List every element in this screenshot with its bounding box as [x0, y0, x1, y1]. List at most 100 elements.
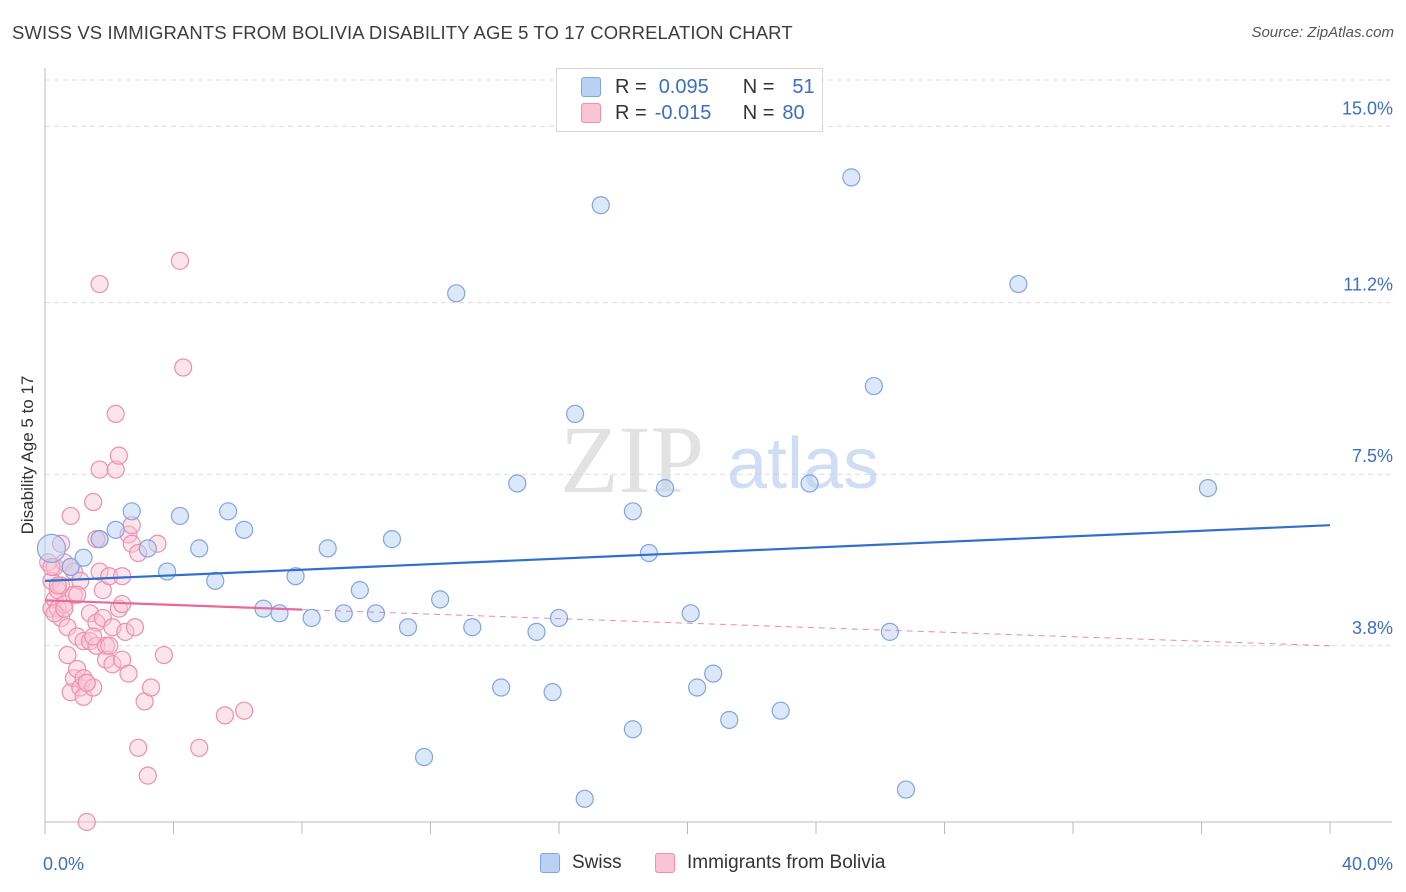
bolivia-point — [215, 706, 234, 725]
y-axis-label: Disability Age 5 to 17 — [18, 375, 37, 535]
axes — [44, 68, 1392, 834]
bolivia-point — [90, 562, 109, 581]
tick-labels: 3.8% 7.5% 11.2% 15.0% 0.0% 40.0% — [43, 98, 1393, 874]
swiss-point — [157, 562, 177, 581]
y-tick-label: 15.0% — [1342, 98, 1393, 118]
bolivia-point — [103, 655, 122, 674]
swiss-r-value: 0.095 — [658, 75, 709, 98]
bolivia-n-label: N = — [742, 101, 775, 124]
swiss-point — [382, 530, 402, 549]
swiss-point — [896, 780, 916, 799]
bolivia-swatch — [581, 103, 601, 123]
swiss-point — [90, 530, 109, 549]
swiss-point — [206, 571, 225, 590]
swiss-point — [447, 284, 466, 303]
swiss-point — [235, 520, 254, 539]
swiss-point — [864, 376, 883, 396]
swiss-point — [190, 539, 209, 558]
gridlines — [45, 79, 1392, 647]
bolivia-point — [58, 618, 77, 637]
bolivia-point — [90, 460, 109, 479]
bolivia-point — [170, 251, 190, 270]
swiss-n-value: 51 — [792, 75, 815, 98]
swiss-point — [704, 664, 723, 683]
bolivia-point — [116, 622, 135, 641]
swiss-point — [800, 474, 819, 493]
bolivia-point — [84, 492, 103, 512]
bolivia-n-value: 80 — [782, 101, 805, 124]
swiss-point — [1009, 274, 1028, 294]
swiss-point — [398, 618, 418, 637]
bolivia-point — [119, 664, 138, 683]
swiss-point — [334, 604, 353, 623]
swiss-point — [61, 557, 80, 577]
bolivia-point — [106, 460, 125, 479]
bolivia-point — [109, 446, 128, 465]
y-tick-label: 7.5% — [1352, 446, 1393, 466]
bolivia-point — [125, 618, 145, 637]
bolivia-point — [129, 738, 148, 757]
swiss-point — [623, 720, 642, 739]
legend-item-bolivia[interactable]: Immigrants from Bolivia — [655, 852, 886, 874]
bolivia-legend-label: Immigrants from Bolivia — [687, 852, 886, 873]
swiss-legend-label: Swiss — [572, 852, 622, 873]
x-tick-label-max: 40.0% — [1342, 854, 1393, 874]
bolivia-point — [190, 738, 209, 757]
swiss-point — [549, 608, 569, 628]
bolivia-point — [71, 571, 90, 590]
bolivia-point — [106, 404, 125, 423]
bolivia-point — [100, 567, 119, 586]
swiss-point — [688, 678, 707, 697]
bolivia-point — [58, 645, 77, 665]
legend-row-bolivia: R = -0.015 N = 80 — [581, 101, 805, 125]
swiss-n-label: N = — [742, 75, 775, 98]
bolivia-r-label: R = — [615, 101, 647, 124]
series-legend: Swiss Immigrants from Bolivia — [0, 852, 1406, 878]
bolivia-point — [77, 812, 96, 832]
bolivia-point — [141, 678, 161, 697]
bolivia-point — [61, 506, 80, 526]
bolivia-trend-line — [44, 599, 303, 611]
bolivia-point — [235, 701, 254, 720]
swiss-point — [527, 622, 546, 641]
source-credit: Source: ZipAtlas.com — [1251, 24, 1394, 41]
swiss-point — [771, 701, 790, 720]
bolivia-point — [100, 636, 119, 655]
swiss-point — [1198, 479, 1218, 498]
swiss-point — [431, 590, 450, 609]
trend-lines — [44, 524, 1331, 647]
swiss-point — [106, 520, 125, 539]
bolivia-legend-swatch — [655, 853, 675, 873]
bolivia-point — [77, 673, 96, 692]
swiss-point — [350, 581, 369, 600]
swiss-point — [318, 539, 337, 558]
swiss-point — [414, 747, 434, 767]
swiss-point — [270, 604, 289, 623]
x-tick-label-min: 0.0% — [43, 854, 84, 874]
swiss-point — [219, 502, 238, 521]
swiss-point — [170, 506, 190, 526]
legend-item-swiss[interactable]: Swiss — [540, 852, 622, 874]
swiss-point — [575, 789, 594, 808]
bolivia-points — [39, 251, 254, 832]
swiss-point — [623, 502, 642, 521]
swiss-legend-swatch — [540, 853, 560, 873]
swiss-point — [508, 474, 527, 493]
bolivia-point — [90, 274, 109, 294]
swiss-r-label: R = — [615, 75, 647, 98]
swiss-point — [543, 683, 562, 702]
swiss-swatch — [581, 77, 601, 97]
chart-title: SWISS VS IMMIGRANTS FROM BOLIVIA DISABIL… — [12, 22, 793, 43]
swiss-point — [286, 567, 305, 586]
legend-row-swiss: R = 0.095 N = 51 — [581, 75, 815, 99]
bolivia-point — [154, 645, 173, 665]
swiss-point — [681, 604, 700, 623]
swiss-point — [880, 622, 899, 641]
swiss-point — [36, 533, 67, 563]
bolivia-point — [74, 687, 93, 706]
swiss-trend-line — [44, 524, 1331, 582]
bolivia-point — [55, 599, 74, 618]
bolivia-point — [84, 627, 103, 646]
swiss-point — [842, 168, 861, 187]
